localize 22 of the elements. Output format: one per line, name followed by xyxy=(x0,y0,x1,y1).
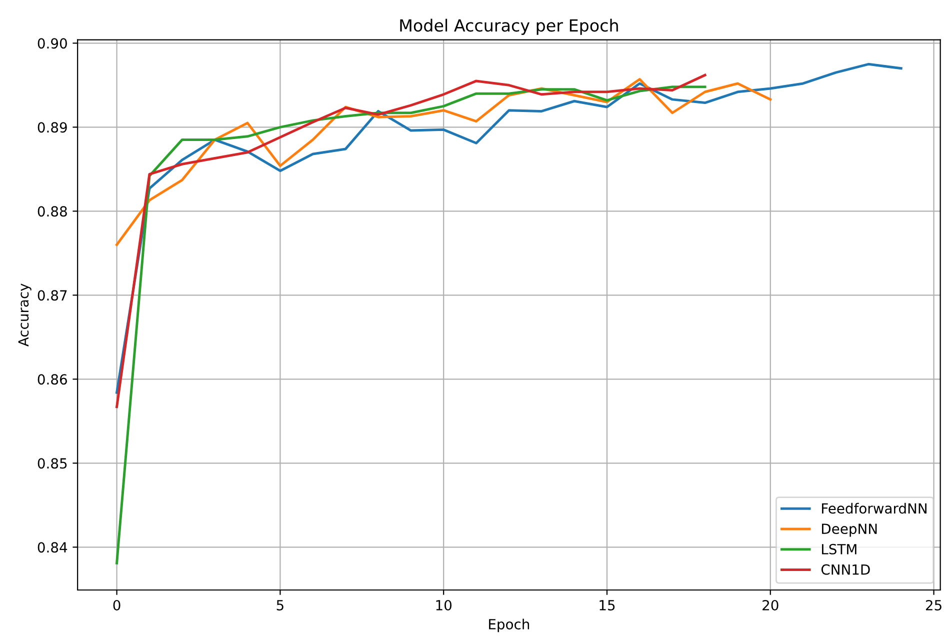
y-tick-label: 0.87 xyxy=(38,290,67,301)
x-tick-label: 10 xyxy=(436,600,452,610)
x-tick-label: 5 xyxy=(276,600,284,610)
x-tick-label: 20 xyxy=(762,600,778,610)
line-series xyxy=(116,74,706,408)
legend-label: CNN1D xyxy=(821,564,870,575)
x-tick-label: 15 xyxy=(600,600,615,610)
legend-label: LSTM xyxy=(822,544,856,554)
legend-label: DeepNN xyxy=(822,524,877,537)
y-tick-label: 0.84 xyxy=(38,542,68,553)
y-axis-title: Accuracy xyxy=(18,284,32,346)
x-axis-title: Epoch xyxy=(489,618,530,632)
y-tick-label: 0.89 xyxy=(38,122,67,133)
x-tick-label: 0 xyxy=(113,600,120,610)
y-tick-label: 0.90 xyxy=(38,38,67,49)
y-tick-label: 0.85 xyxy=(38,458,67,469)
legend-label: FeedforwardNN xyxy=(822,502,926,514)
chart-title: Model Accuracy per Epoch xyxy=(400,18,618,35)
x-tick-label: 25 xyxy=(926,600,942,610)
y-tick-label: 0.88 xyxy=(38,206,67,217)
y-tick-label: 0.86 xyxy=(38,374,67,385)
line-series xyxy=(116,86,706,564)
